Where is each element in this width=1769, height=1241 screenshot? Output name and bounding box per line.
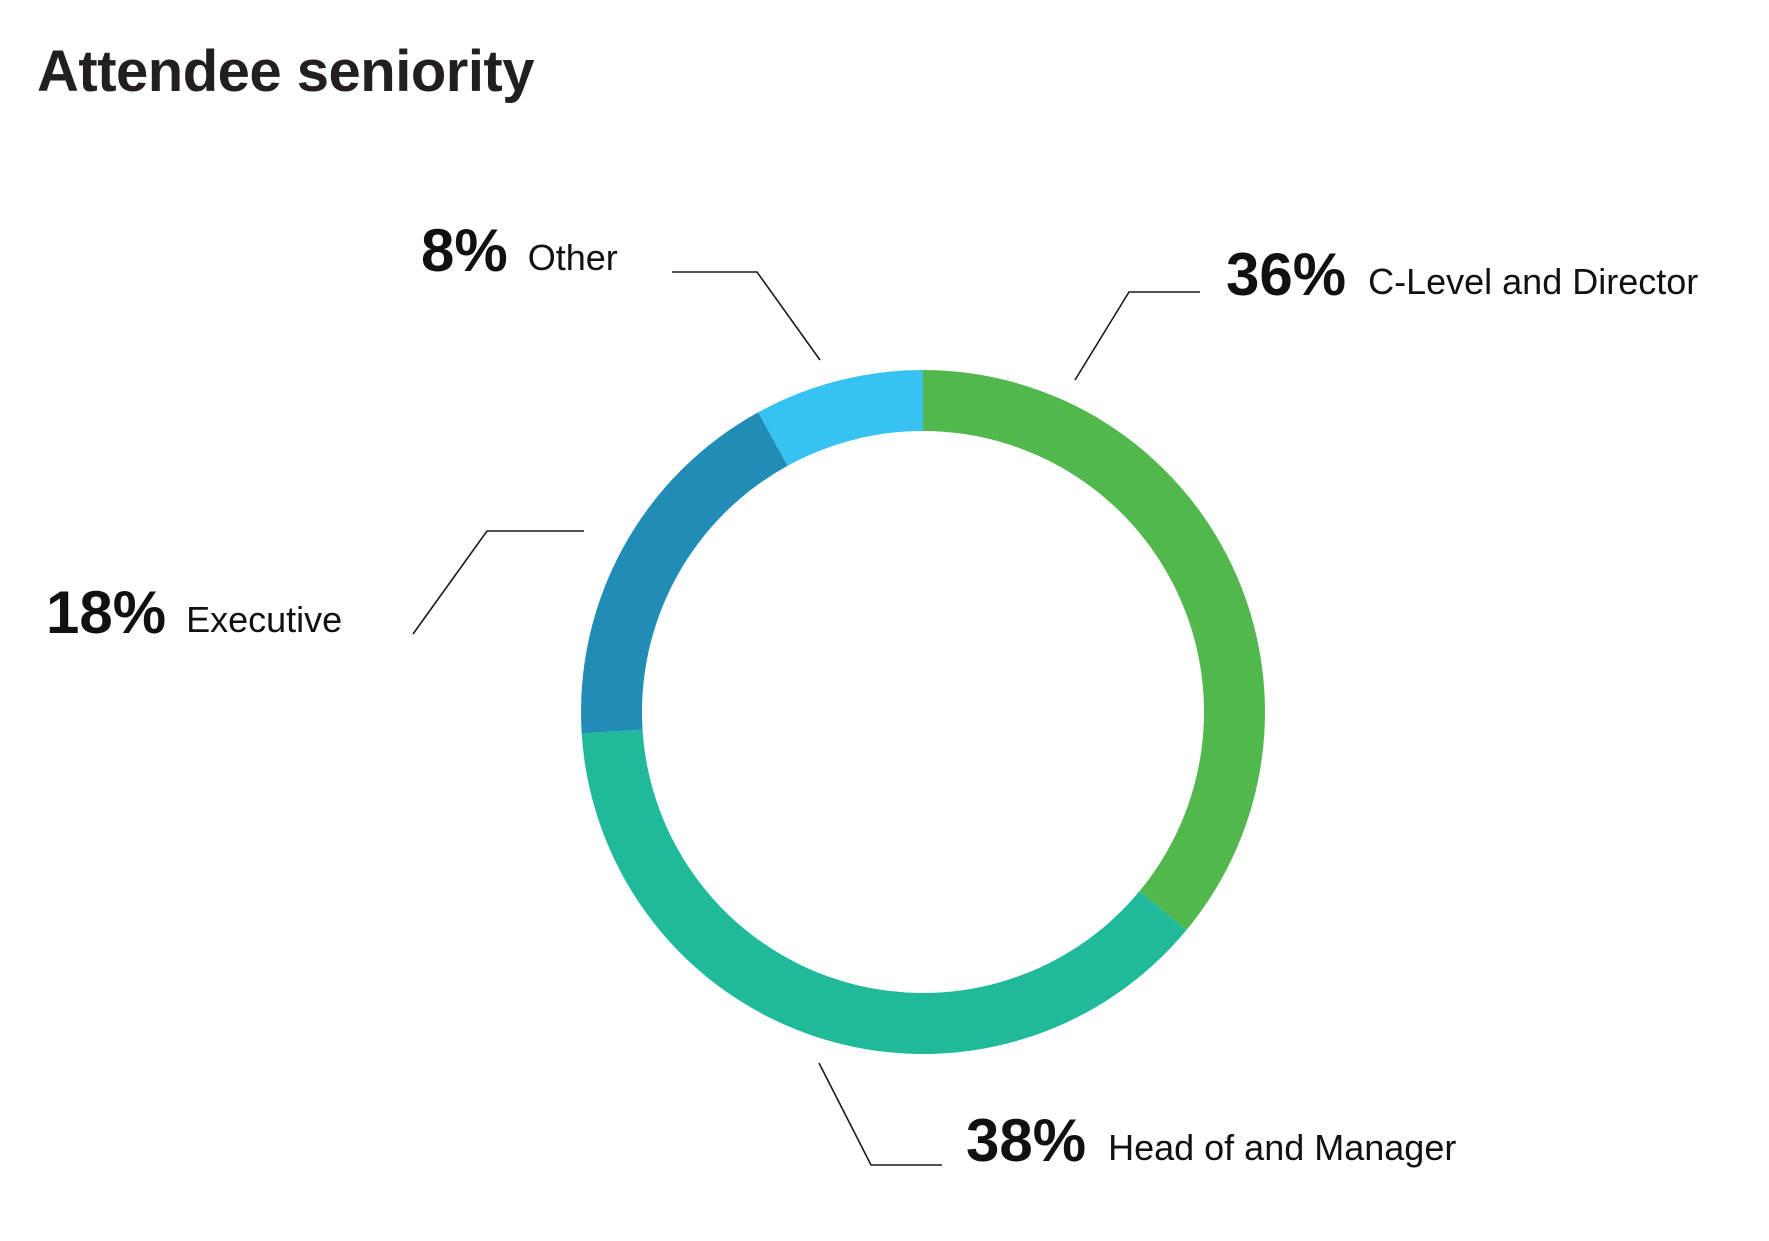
value-label-c-level: 36%	[1226, 241, 1346, 308]
leader-line-head-of-and-manager	[818, 1062, 942, 1166]
leader-line-c-level-and-director	[1074, 291, 1200, 381]
donut-slice-c-level-and-director	[923, 370, 1265, 930]
donut-slice-executive	[581, 412, 788, 734]
category-label-c-level: C-Level and Director	[1368, 261, 1698, 302]
donut-slices	[581, 370, 1265, 1054]
value-label-executive: 18%	[46, 579, 166, 646]
category-label-head-of: Head of and Manager	[1108, 1127, 1456, 1168]
value-label-other: 8%	[421, 217, 508, 284]
leader-line-other	[672, 271, 821, 361]
category-label-other: Other	[528, 237, 618, 278]
value-label-head-of: 38%	[966, 1107, 1086, 1174]
chart-title: Attendee seniority	[37, 39, 535, 104]
donut-slice-other	[758, 370, 923, 466]
leader-lines	[412, 271, 1200, 1166]
leader-line-executive	[412, 530, 584, 635]
category-label-executive: Executive	[186, 599, 342, 640]
donut-slice-head-of-and-manager	[581, 729, 1187, 1054]
